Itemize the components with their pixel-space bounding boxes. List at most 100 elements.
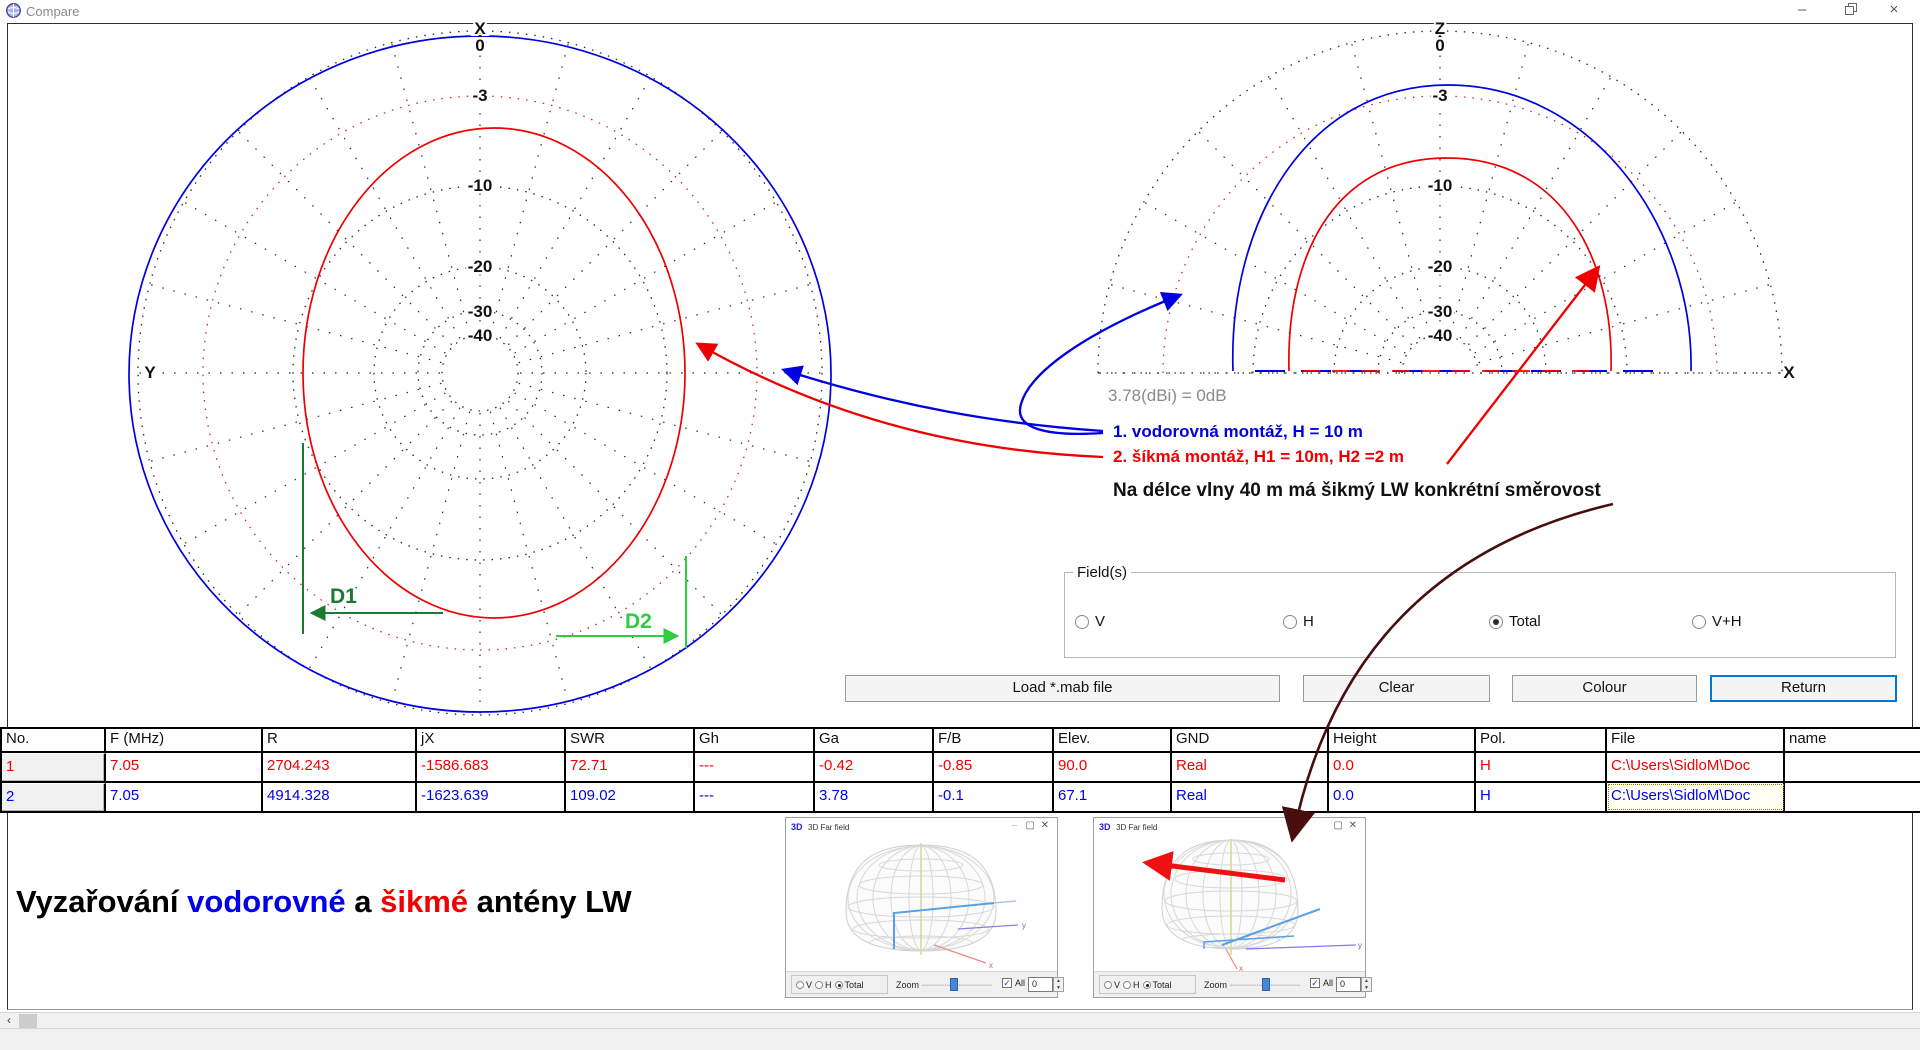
x-axis-line <box>933 944 987 964</box>
radio-total-label: Total <box>1509 613 1541 630</box>
farfield1-maximize-icon[interactable]: ▢ <box>1025 820 1035 831</box>
status-strip <box>0 1028 1920 1050</box>
row1-swr[interactable]: 72.71 <box>566 753 695 781</box>
farfield1-zoom-label: Zoom <box>896 980 920 990</box>
col-swr: SWR <box>566 729 695 751</box>
farfield2-zoom-label: Zoom <box>1204 980 1228 990</box>
restore-icon[interactable] <box>1828 0 1872 21</box>
antenna-wire-base <box>1203 935 1295 949</box>
app-icon <box>6 3 21 18</box>
radio-total-icon <box>1489 614 1503 629</box>
farfield1-zoom-slider-thumb[interactable] <box>950 978 958 991</box>
farfield2-radio-total[interactable]: Total <box>1142 980 1172 990</box>
farfield2-3d-icon: 3D <box>1099 822 1111 832</box>
row1-ga[interactable]: -0.42 <box>815 753 934 781</box>
radio-total[interactable]: Total <box>1489 613 1541 630</box>
col-fb: F/B <box>934 729 1054 751</box>
farfield1-3d-view[interactable]: y x <box>786 837 1057 973</box>
table-row[interactable]: 1 7.05 2704.243 -1586.683 72.71 --- -0.4… <box>2 753 1920 783</box>
row1-height[interactable]: 0.0 <box>1329 753 1476 781</box>
col-name: name <box>1789 730 1827 747</box>
row2-jx[interactable]: -1623.639 <box>417 783 566 811</box>
farfield1-radio-total[interactable]: Total <box>834 980 864 990</box>
farfield2-3d-view[interactable]: y x <box>1094 837 1365 973</box>
row1-name[interactable] <box>1785 753 1920 781</box>
row1-fb[interactable]: -0.85 <box>934 753 1054 781</box>
row2-ga[interactable]: 3.78 <box>815 783 934 811</box>
col-r: R <box>263 729 417 751</box>
farfield2-zoom-slider-thumb[interactable] <box>1262 978 1270 991</box>
window-title: Compare <box>26 4 80 19</box>
row2-f[interactable]: 7.05 <box>106 783 263 811</box>
farfield1-3d-icon: 3D <box>791 822 803 832</box>
farfield2-all-checkbox-icon: ✓ <box>1310 978 1320 988</box>
radio-v[interactable]: V <box>1075 613 1105 630</box>
farfield1-radio-v[interactable]: V <box>796 980 812 990</box>
farfield1-minimize-icon[interactable]: – <box>1011 820 1017 831</box>
col-gh: Gh <box>695 729 815 751</box>
minimize-button[interactable]: – <box>1797 1 1807 18</box>
col-ga: Ga <box>815 729 934 751</box>
row1-file[interactable]: C:\Users\SidloM\Doc <box>1607 753 1785 781</box>
bottom-caption: Vyzařování vodorovné a šikmé antény LW <box>16 884 632 920</box>
farfield2-all-checkbox[interactable]: ✓ All <box>1310 978 1333 988</box>
col-height: Height <box>1329 729 1476 751</box>
row2-gnd[interactable]: Real <box>1172 783 1329 811</box>
row1-pol[interactable]: H <box>1476 753 1607 781</box>
farfield2-spin-value[interactable]: 0 <box>1336 977 1361 992</box>
row2-fb[interactable]: -0.1 <box>934 783 1054 811</box>
farfield2-maximize-icon[interactable]: ▢ <box>1333 820 1343 831</box>
farfield2-dome: y x <box>1161 839 1362 973</box>
farfield1-radio-h[interactable]: H <box>815 980 832 990</box>
row2-no[interactable]: 2 <box>2 783 106 811</box>
row2-r[interactable]: 4914.328 <box>263 783 417 811</box>
clear-button[interactable]: Clear <box>1303 675 1490 702</box>
farfield2-field-radios: V H Total <box>1099 975 1196 994</box>
col-gnd: GND <box>1172 729 1329 751</box>
farfield2-spinner-arrows[interactable]: ▲ ▼ <box>1361 977 1372 992</box>
col-jx: jX <box>417 729 566 751</box>
row2-file-selected-cell[interactable]: C:\Users\SidloM\Doc <box>1607 783 1785 811</box>
row2-name[interactable] <box>1785 783 1920 811</box>
row1-jx[interactable]: -1586.683 <box>417 753 566 781</box>
radio-v-plus-h-icon <box>1692 614 1706 629</box>
farfield2-radio-h[interactable]: H <box>1123 980 1140 990</box>
farfield1-all-checkbox-icon: ✓ <box>1002 978 1012 988</box>
farfield1-dome: y x <box>845 843 1026 970</box>
scroll-left-arrow-icon[interactable]: ‹ <box>7 1013 11 1027</box>
scrollbar-thumb[interactable] <box>19 1014 37 1028</box>
caption-seg-1: Vyzařování <box>16 884 188 919</box>
row2-elev[interactable]: 67.1 <box>1054 783 1172 811</box>
table-row[interactable]: 2 7.05 4914.328 -1623.639 109.02 --- 3.7… <box>2 783 1920 813</box>
farfield2-close-icon[interactable]: ✕ <box>1348 820 1357 831</box>
row1-f[interactable]: 7.05 <box>106 753 263 781</box>
y-axis-label: y <box>1022 921 1026 930</box>
close-button[interactable]: × <box>1889 1 1899 18</box>
farfield1-spin-value[interactable]: 0 <box>1028 977 1053 992</box>
gain-reference-text: 3.78(dBi) = 0dB <box>1108 386 1227 405</box>
row2-gh[interactable]: --- <box>695 783 815 811</box>
row2-swr[interactable]: 109.02 <box>566 783 695 811</box>
farfield1-all-checkbox[interactable]: ✓ All <box>1002 978 1025 988</box>
farfield2-radio-v[interactable]: V <box>1104 980 1120 990</box>
radio-v-plus-h[interactable]: V+H <box>1692 613 1742 630</box>
col-elev: Elev. <box>1054 729 1172 751</box>
load-mab-file-button[interactable]: Load *.mab file <box>845 675 1280 702</box>
horizontal-scrollbar[interactable]: ‹ <box>0 1012 1920 1028</box>
farfield1-all-label: All <box>1015 978 1026 988</box>
farfield1-close-icon[interactable]: ✕ <box>1040 820 1049 831</box>
row2-height[interactable]: 0.0 <box>1329 783 1476 811</box>
farfield1-titlebar: 3D 3D Far field – ▢ ✕ <box>786 818 1057 837</box>
colour-button[interactable]: Colour <box>1512 675 1697 702</box>
farfield1-title: 3D Far field <box>808 823 850 832</box>
row1-no[interactable]: 1 <box>2 753 106 781</box>
row1-elev[interactable]: 90.0 <box>1054 753 1172 781</box>
farfield2-titlebar: 3D 3D Far field ▢ ✕ <box>1094 818 1365 837</box>
farfield1-spinner-arrows[interactable]: ▲ ▼ <box>1053 977 1064 992</box>
row2-pol[interactable]: H <box>1476 783 1607 811</box>
row1-gh[interactable]: --- <box>695 753 815 781</box>
row1-r[interactable]: 2704.243 <box>263 753 417 781</box>
return-button[interactable]: Return <box>1710 675 1897 702</box>
radio-h[interactable]: H <box>1283 613 1314 630</box>
row1-gnd[interactable]: Real <box>1172 753 1329 781</box>
